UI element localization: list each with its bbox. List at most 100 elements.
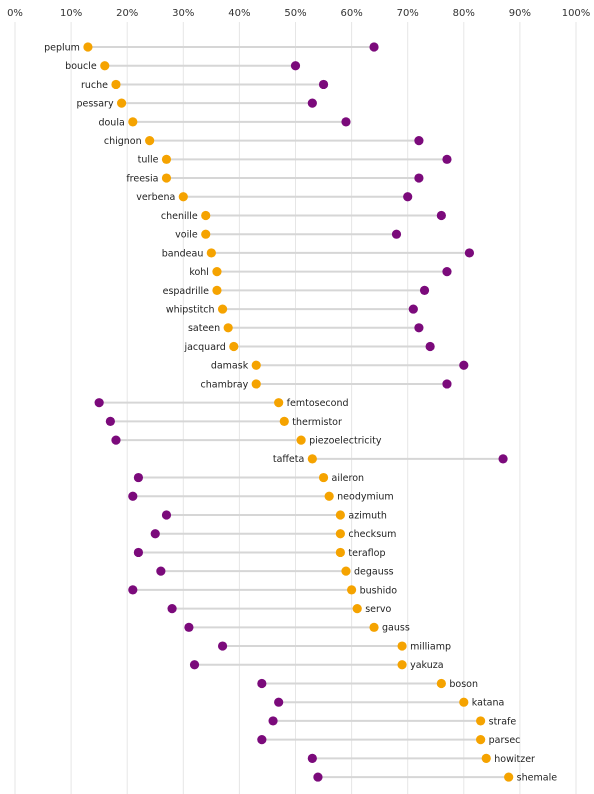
orange-point xyxy=(318,472,329,483)
orange-point xyxy=(335,510,345,520)
orange-point xyxy=(212,285,222,295)
orange-point xyxy=(335,529,345,539)
orange-point xyxy=(178,192,188,202)
category-label: ruche xyxy=(81,80,108,91)
category-label: freesia xyxy=(126,173,158,184)
purple-point xyxy=(442,154,452,164)
dumbbell-row: servo xyxy=(167,604,392,615)
purple-point xyxy=(414,173,424,183)
category-label: pessary xyxy=(76,99,114,110)
purple-point xyxy=(408,304,418,314)
purple-point xyxy=(150,529,160,539)
purple-point xyxy=(419,285,430,295)
category-label: neodymium xyxy=(337,492,394,503)
dumbbell-row: chenille xyxy=(161,210,446,222)
purple-point xyxy=(274,697,284,707)
orange-point xyxy=(397,641,407,651)
orange-point xyxy=(161,154,172,164)
category-label: verbena xyxy=(136,192,175,203)
category-label: servo xyxy=(365,604,391,615)
dumbbell-row: chignon xyxy=(104,136,424,147)
purple-point xyxy=(184,622,194,632)
purple-point xyxy=(133,472,144,483)
purple-point xyxy=(318,79,329,90)
orange-point xyxy=(111,79,121,90)
category-label: damask xyxy=(211,361,249,372)
purple-point xyxy=(464,248,475,258)
dumbbell-row: katana xyxy=(274,698,504,709)
orange-point xyxy=(201,229,211,239)
x-tick-label: 60% xyxy=(340,8,362,19)
purple-point xyxy=(217,641,228,651)
purple-point xyxy=(133,547,144,558)
orange-point xyxy=(504,772,514,782)
dumbbell-row: voile xyxy=(175,229,402,241)
orange-point xyxy=(347,585,357,595)
orange-point xyxy=(251,360,261,370)
grid xyxy=(14,22,577,794)
orange-point xyxy=(335,547,345,558)
dumbbell-row: boucle xyxy=(65,61,301,72)
orange-point xyxy=(436,678,446,689)
dumbbell-row: ruche xyxy=(81,79,329,91)
dumbbell-row: damask xyxy=(211,360,469,372)
dumbbell-row: taffeta xyxy=(273,454,508,465)
purple-point xyxy=(436,210,446,221)
category-label: kohl xyxy=(189,267,209,278)
purple-point xyxy=(105,416,115,426)
category-label: espadrille xyxy=(163,286,210,297)
orange-point xyxy=(352,604,362,614)
purple-point xyxy=(111,435,121,445)
orange-point xyxy=(324,491,334,501)
category-label: chenille xyxy=(161,211,198,222)
purple-point xyxy=(156,566,166,576)
dumbbell-row: milliamp xyxy=(217,641,451,652)
category-label: femtosecond xyxy=(287,398,349,409)
category-label: checksum xyxy=(348,529,396,540)
rows: peplum boucle ruche pessary doula chignon tull… xyxy=(44,42,557,783)
dumbbell-row: peplum xyxy=(44,42,379,53)
category-label: azimuth xyxy=(348,510,386,521)
category-label: yakuza xyxy=(410,660,443,671)
purple-point xyxy=(341,117,351,127)
purple-point xyxy=(403,192,413,202)
dumbbell-row: chambray xyxy=(201,379,452,390)
category-label: chambray xyxy=(201,379,249,390)
category-label: gauss xyxy=(382,623,410,634)
category-label: aileron xyxy=(332,473,364,484)
dumbbell-row: piezoelectricity xyxy=(111,435,382,447)
category-label: whipstitch xyxy=(166,304,215,315)
category-label: teraflop xyxy=(348,548,385,559)
dumbbell-row: yakuza xyxy=(189,660,444,671)
category-label: boson xyxy=(449,679,478,690)
purple-point xyxy=(189,660,200,670)
orange-point xyxy=(476,716,486,726)
orange-point xyxy=(83,42,93,52)
orange-point xyxy=(161,173,172,183)
category-label: shemale xyxy=(517,772,558,783)
dumbbell-row: shemale xyxy=(313,772,557,783)
orange-point xyxy=(307,454,317,464)
category-label: tulle xyxy=(138,155,159,166)
purple-point xyxy=(307,753,317,763)
orange-point xyxy=(212,267,222,277)
orange-point xyxy=(201,210,211,221)
x-tick-label: 70% xyxy=(397,8,419,19)
dumbbell-row: strafe xyxy=(268,716,516,727)
dumbbell-row: checksum xyxy=(150,529,396,540)
orange-point xyxy=(206,248,216,258)
dumbbell-row: azimuth xyxy=(161,510,387,521)
dumbbell-row: verbena xyxy=(136,192,413,203)
dumbbell-row: femtosecond xyxy=(94,398,349,409)
category-label: howitzer xyxy=(494,754,535,765)
x-tick-label: 50% xyxy=(284,8,306,19)
orange-point xyxy=(145,136,155,146)
category-label: katana xyxy=(472,698,505,709)
category-label: taffeta xyxy=(273,454,304,465)
orange-point xyxy=(116,98,127,108)
purple-point xyxy=(369,42,379,52)
x-tick-label: 30% xyxy=(172,8,194,19)
dumbbell-row: degauss xyxy=(156,566,394,578)
orange-point xyxy=(217,304,228,314)
dumbbell-row: whipstitch xyxy=(166,304,418,315)
